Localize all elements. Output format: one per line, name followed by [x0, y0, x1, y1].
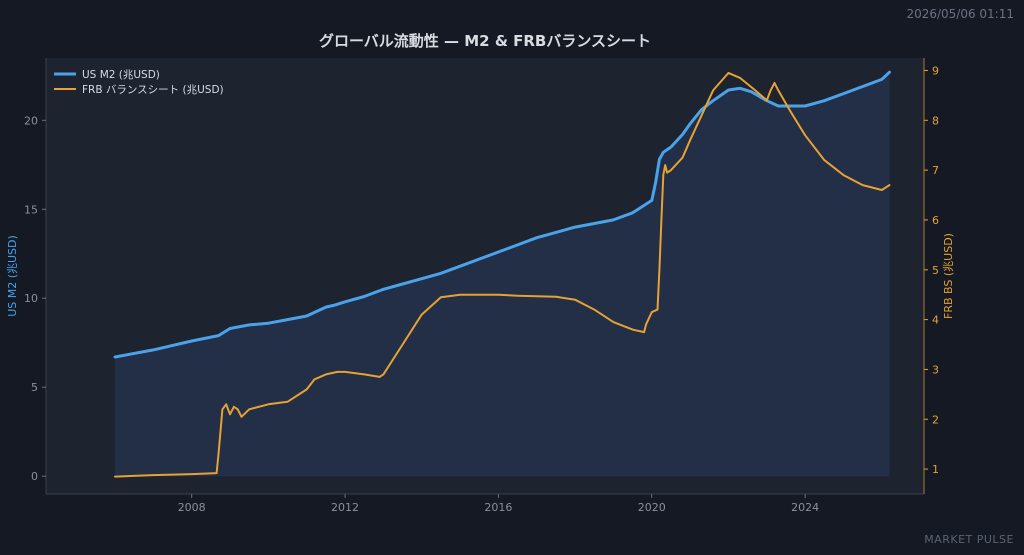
x-tick-label: 2012	[331, 501, 359, 514]
axes-layer: 2008 2012 2016 2020 202405101520123456789US …	[6, 58, 955, 514]
x-tick-label: 2008	[178, 501, 206, 514]
x-tick-label: 2020	[638, 501, 666, 514]
m2-area-fill	[115, 72, 890, 477]
legend-label: US M2 (兆USD)	[82, 69, 160, 81]
x-tick-label: 2016	[484, 501, 512, 514]
y-left-tick-label: 5	[31, 381, 38, 394]
y-left-tick-label: 20	[24, 114, 38, 127]
x-tick-label: 2024	[791, 501, 819, 514]
series-line-us-m2	[113, 70, 891, 359]
y-right-tick-label: 6	[932, 214, 939, 227]
y-right-tick-label: 1	[932, 463, 939, 476]
y-right-tick-label: 9	[932, 64, 939, 77]
legend-label: FRB バランスシート (兆USD)	[82, 84, 224, 96]
y-left-tick-label: 15	[24, 203, 38, 216]
chart-title: グローバル流動性 — M2 & FRBバランスシート	[319, 32, 651, 50]
y-right-tick-label: 2	[932, 413, 939, 426]
m2-fill-layer	[115, 72, 890, 477]
y-right-tick-label: 5	[932, 264, 939, 277]
legend: US M2 (兆USD) FRB バランスシート (兆USD)	[54, 69, 224, 96]
y-right-axis-label: FRB BS (兆USD)	[942, 233, 955, 319]
y-left-tick-label: 0	[31, 470, 38, 483]
timestamp: 2026/05/06 01:11	[906, 7, 1014, 21]
watermark: MARKET PULSE	[924, 533, 1014, 546]
series-lines-layer	[113, 70, 891, 478]
y-right-tick-label: 4	[932, 314, 939, 327]
y-left-axis-label: US M2 (兆USD)	[6, 235, 19, 317]
y-right-tick-label: 8	[932, 114, 939, 127]
y-right-tick-label: 3	[932, 363, 939, 376]
y-left-tick-label: 10	[24, 292, 38, 305]
series-line-frb-balance-sheet	[114, 71, 891, 478]
y-right-tick-label: 7	[932, 164, 939, 177]
